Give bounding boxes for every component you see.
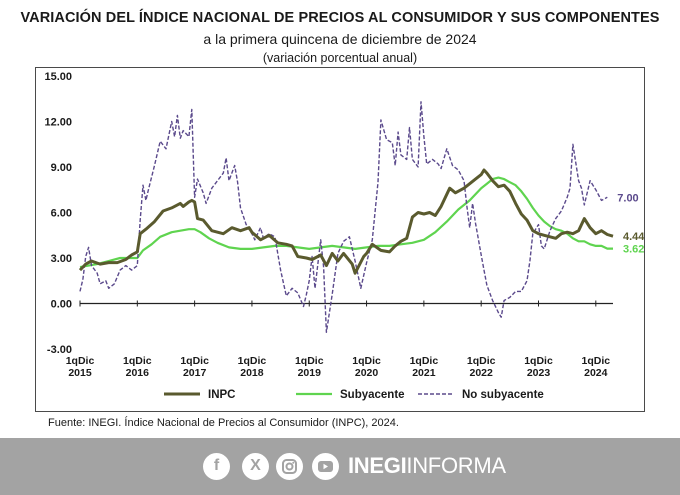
x-tick-label-year: 2020 [355,367,379,379]
footer-bar: f X INEGIINFORMA [0,438,680,495]
series-line-subyacente [79,176,613,269]
y-tick-label: 12.00 [44,117,72,129]
x-tick-label-year: 2021 [412,367,436,379]
x-tick-label-period: 1qDic [582,355,611,367]
instagram-icon[interactable] [276,453,303,480]
legend-label: Subyacente [340,389,405,401]
y-tick-label: 15.00 [44,71,72,83]
brand-bold: INEGI [348,453,407,478]
x-tick-label-period: 1qDic [238,355,267,367]
x-tick-label-year: 2016 [126,367,150,379]
x-tick-label-period: 1qDic [410,355,439,367]
line-chart: 15.0012.009.006.003.000.00-3.001qDic2015… [44,71,644,401]
chart-units: (variación porcentual anual) [262,51,418,65]
brand-logo[interactable]: INEGIINFORMA [348,452,506,480]
legend-label: No subyacente [462,389,544,401]
y-tick-label: -3.00 [47,344,72,356]
end-value-label: 3.62 [623,244,644,256]
y-tick-label: 9.00 [51,162,72,174]
youtube-icon[interactable] [312,453,339,480]
series-line-inpc [78,168,614,275]
x-tick-label-period: 1qDic [180,355,209,367]
x-tick-label-period: 1qDic [123,355,152,367]
y-tick-label: 3.00 [51,253,72,265]
facebook-icon[interactable]: f [203,453,230,480]
brand-thin: INFORMA [406,453,506,478]
y-tick-label: 6.00 [51,208,72,220]
y-tick-label: 0.00 [51,299,72,311]
x-tick-label-period: 1qDic [524,355,553,367]
x-tick-label-period: 1qDic [66,355,95,367]
x-tick-label-period: 1qDic [295,355,324,367]
end-value-label: 4.44 [623,231,644,243]
x-tick-label-year: 2015 [68,367,92,379]
chart-frame: 15.00 12.00 9.00 6.00 3.00 0.00 -3.00 1qDic 2015… [35,67,645,412]
x-tick-label-period: 1qDic [352,355,381,367]
source-note: Fuente: INEGI. Índice Nacional de Precio… [48,417,399,429]
source-label: Fuente: [48,417,89,429]
x-tick-label-year: 2022 [470,367,494,379]
series-line-no-subyacente [79,101,608,333]
source-text: INEGI. Índice Nacional de Precios al Con… [88,417,399,429]
x-tick-label-period: 1qDic [467,355,496,367]
chart-title: VARIACIÓN DEL ÍNDICE NACIONAL DE PRECIOS… [20,10,660,26]
x-tick-label-year: 2024 [584,367,608,379]
x-tick-label-year: 2017 [183,367,207,379]
legend-label: INPC [208,389,235,401]
x-icon[interactable]: X [242,453,269,480]
end-value-label: 7.00 [617,192,638,204]
x-tick-label-year: 2018 [240,367,264,379]
chart-subtitle: a la primera quincena de diciembre de 20… [203,31,477,47]
x-tick-label-year: 2019 [298,367,322,379]
x-tick-label-year: 2023 [527,367,551,379]
